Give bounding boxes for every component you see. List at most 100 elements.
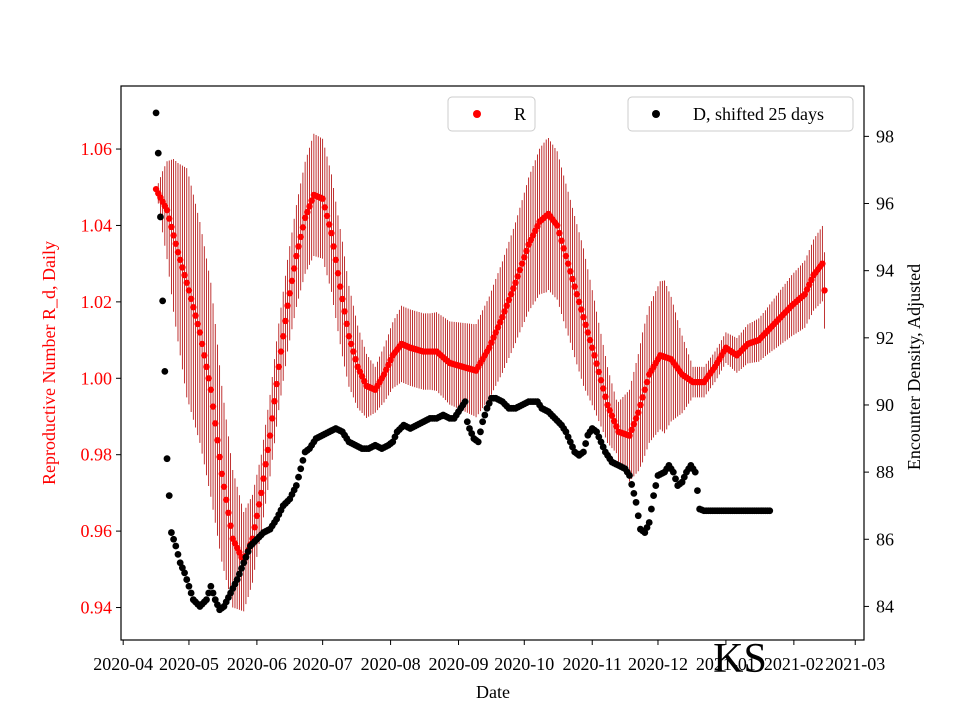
legend-r-label: R [514, 104, 526, 124]
d-point [582, 440, 590, 447]
x-tick-label: 2020-09 [429, 654, 489, 674]
d-point [628, 481, 636, 488]
d-point [299, 456, 307, 464]
d-point [630, 489, 638, 497]
y-right-tick-label: 86 [876, 529, 894, 549]
d-point [183, 576, 191, 583]
x-tick-label: 2020-08 [361, 654, 421, 674]
y-left-tick-label: 1.04 [81, 215, 113, 235]
d-point [168, 529, 175, 536]
r-point [293, 252, 300, 260]
r-point [641, 386, 649, 393]
r-point [181, 271, 188, 279]
y-right-tick-label: 84 [876, 596, 894, 616]
x-tick-label: 2021-03 [825, 654, 885, 674]
d-point [297, 465, 305, 473]
d-point [238, 564, 245, 572]
r-point [562, 252, 570, 260]
r-point [586, 336, 594, 344]
y-left-axis-label: Reproductive Number R_d, Daily [39, 241, 59, 485]
r-point [253, 512, 261, 520]
r-point [299, 224, 307, 231]
r-point [271, 398, 278, 405]
r-point [361, 377, 368, 385]
x-tick-label: 2020-10 [494, 654, 554, 674]
r-point [330, 243, 337, 250]
r-point [286, 290, 293, 297]
d-point [203, 596, 210, 604]
r-point [558, 237, 565, 244]
r-point [584, 329, 592, 336]
r-point [290, 265, 298, 272]
r-point [567, 268, 574, 275]
r-point [575, 298, 583, 306]
r-point [635, 409, 642, 416]
r-point [176, 256, 184, 264]
r-point [209, 403, 217, 410]
state-label: KS [713, 636, 767, 682]
r-point [499, 313, 506, 321]
d-point [463, 418, 471, 426]
r-point [591, 352, 598, 359]
d-point [244, 548, 252, 555]
r-point [494, 324, 502, 331]
d-point [207, 582, 215, 590]
r-point [201, 352, 208, 359]
d-point [170, 535, 178, 543]
d-point [187, 589, 195, 597]
y-right-tick-label: 90 [876, 395, 894, 415]
d-point [163, 455, 171, 463]
d-point [172, 542, 180, 550]
r-point [630, 420, 638, 428]
legend-d-marker [652, 110, 660, 118]
r-point [803, 286, 811, 293]
y-left-tick-label: 1.00 [81, 368, 113, 388]
r-point [251, 524, 258, 531]
x-tick-label: 2020-07 [293, 654, 353, 674]
r-point [380, 371, 388, 378]
d-point [242, 553, 250, 561]
r-point [801, 291, 809, 298]
x-tick-label: 2021-01 [696, 654, 756, 674]
r-point [220, 483, 228, 490]
r-point [328, 229, 335, 237]
plot-frame [120, 85, 865, 641]
r-point [556, 229, 563, 237]
r-point [637, 401, 644, 409]
r-point [503, 302, 510, 309]
r-point [573, 291, 581, 298]
d-point [159, 297, 167, 305]
d-point [154, 149, 162, 157]
d-point [181, 569, 188, 577]
y-right-tick-label: 88 [876, 462, 894, 482]
x-tick-label: 2020-05 [159, 654, 219, 674]
d-point [477, 428, 484, 436]
r-point [336, 283, 344, 290]
r-point [608, 412, 616, 419]
r-point [284, 302, 291, 309]
x-axis-label: Date [476, 682, 510, 702]
r-point [334, 270, 342, 277]
r-point [264, 446, 272, 454]
r-point [490, 334, 497, 341]
r-point [262, 461, 269, 468]
r-point [260, 475, 267, 482]
d-point [634, 512, 642, 520]
r-point [350, 348, 357, 355]
y-left-axis-ticks: 0.94 0.96 0.98 1.00 1.02 1.04 1.06 [81, 139, 121, 618]
r-point [266, 432, 274, 439]
y-left-tick-label: 1.02 [81, 292, 113, 312]
d-point [580, 448, 587, 456]
r-point [326, 221, 333, 228]
r-point [339, 295, 346, 303]
r-point [279, 333, 287, 340]
y-left-tick-label: 0.94 [81, 598, 113, 618]
r-point [383, 366, 390, 373]
r-point [593, 360, 600, 367]
d-point [161, 367, 169, 375]
legend-d-label: D, shifted 25 days [693, 104, 824, 124]
r-point [492, 329, 499, 336]
x-tick-label: 2020-06 [227, 654, 287, 674]
d-point [295, 473, 302, 481]
